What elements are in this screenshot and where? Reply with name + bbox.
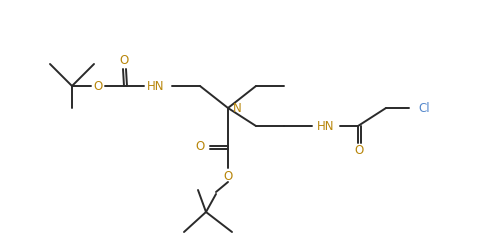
Text: O: O bbox=[224, 171, 233, 184]
Text: Cl: Cl bbox=[418, 101, 430, 115]
Text: O: O bbox=[93, 80, 102, 93]
Text: O: O bbox=[354, 145, 364, 157]
Text: O: O bbox=[120, 55, 129, 67]
Text: O: O bbox=[195, 141, 204, 154]
Text: HN: HN bbox=[317, 120, 335, 132]
Text: N: N bbox=[233, 102, 242, 116]
Text: HN: HN bbox=[147, 80, 165, 93]
